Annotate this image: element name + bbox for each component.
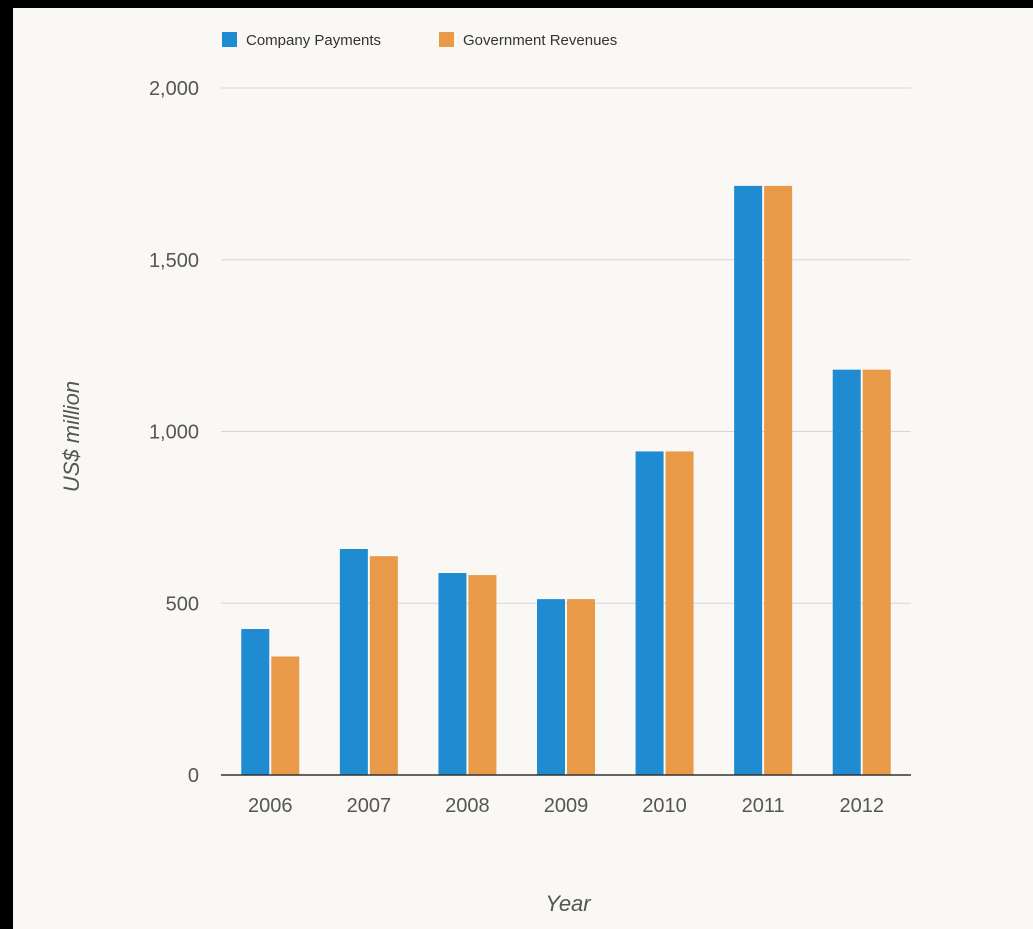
bar-government-revenues-2009[interactable]	[567, 599, 595, 775]
x-tick-label: 2007	[347, 795, 392, 817]
bar-government-revenues-2008[interactable]	[468, 575, 497, 775]
bar-company-payments-2007[interactable]	[339, 548, 368, 775]
legend-label-company-payments[interactable]: Company Payments	[246, 32, 381, 49]
y-tick-label: 0	[188, 765, 199, 787]
bar-government-revenues-2012[interactable]	[862, 369, 891, 775]
x-tick-label: 2012	[839, 795, 884, 817]
bar-government-revenues-2007[interactable]	[369, 556, 398, 775]
bar-government-revenues-2011[interactable]	[764, 185, 793, 775]
y-tick-label: 2,000	[149, 78, 199, 100]
legend: Company Payments Government Revenues	[222, 32, 617, 49]
legend-swatch-company-payments	[222, 32, 237, 47]
y-tick-label: 1,500	[149, 250, 199, 272]
bars	[241, 185, 891, 775]
bar-company-payments-2010[interactable]	[635, 451, 664, 775]
x-tick-label: 2011	[742, 795, 785, 817]
bar-chart: 0 500 1,000 1,500 2,000 2006 2007 2008 2009 2010…	[59, 32, 911, 916]
x-axis-title: Year	[545, 891, 592, 916]
x-tick-label: 2006	[248, 795, 293, 817]
legend-swatch-government-revenues	[439, 32, 454, 47]
bar-government-revenues-2010[interactable]	[665, 451, 694, 775]
x-axis-ticks: 2006 2007 2008 2009 2010 2011 2012	[248, 795, 884, 817]
bar-company-payments-2012[interactable]	[832, 369, 861, 775]
bar-company-payments-2011[interactable]	[734, 185, 763, 775]
chart-frame: 0 500 1,000 1,500 2,000 2006 2007 2008 2009 2010…	[13, 8, 1033, 929]
x-tick-label: 2009	[544, 795, 589, 817]
bar-government-revenues-2006[interactable]	[271, 656, 300, 775]
legend-label-government-revenues[interactable]: Government Revenues	[463, 32, 617, 49]
x-tick-label: 2010	[642, 795, 687, 817]
y-tick-label: 500	[166, 593, 199, 615]
bar-company-payments-2006[interactable]	[241, 629, 270, 775]
gridlines	[221, 87, 911, 604]
y-axis-title: US$ million	[59, 381, 84, 492]
x-tick-label: 2008	[445, 795, 490, 817]
bar-company-payments-2009[interactable]	[537, 599, 565, 775]
y-axis-ticks: 0 500 1,000 1,500 2,000	[149, 78, 199, 787]
bar-company-payments-2008[interactable]	[438, 573, 467, 775]
y-tick-label: 1,000	[149, 422, 199, 444]
